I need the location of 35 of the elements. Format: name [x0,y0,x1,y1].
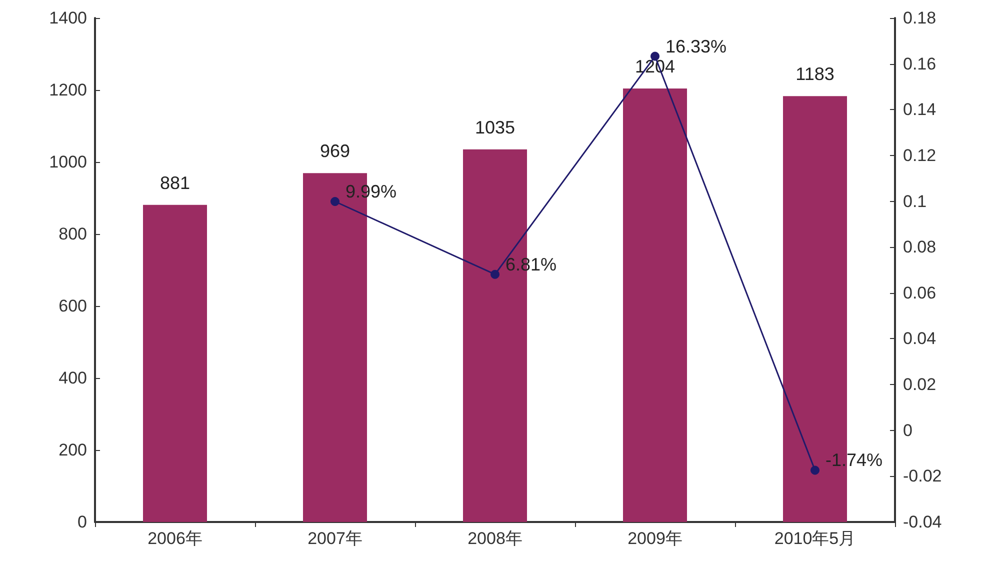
y2-tick-label: 0.12 [903,146,936,165]
y2-tick-label: 0.14 [903,100,936,120]
data-label: 16.33% [666,36,727,56]
y2-tick-label: -0.04 [903,512,942,532]
y-tick-label: 400 [58,368,87,388]
y2-tick-label: 0.1 [903,192,927,211]
y2-tick-label: 0.02 [903,375,936,394]
y2-tick-label: 0 [903,420,912,440]
y2-tick-label: -0.02 [903,466,942,486]
y-tick-label: 1400 [49,8,87,28]
x-tick-label: 2008年 [468,529,522,548]
y-tick-label: 200 [58,440,87,460]
y-tick-label: 800 [58,224,87,244]
y-tick-label: 1200 [49,80,87,100]
bar [623,88,687,522]
y-tick-label: 600 [58,296,87,316]
x-tick-label: 2010年5月 [774,529,856,548]
y-tick-label: 0 [78,512,87,532]
data-label: 969 [320,141,350,162]
y2-tick-label: 0.04 [903,329,936,348]
data-label: 1183 [796,64,834,84]
y2-tick-label: 0.08 [903,238,936,257]
point [490,270,500,279]
data-label: 881 [160,172,190,193]
y-tick-label: 1000 [49,152,87,172]
y2-tick-label: 0.16 [903,54,936,74]
y2-tick-label: 0.06 [903,283,936,302]
point [810,466,820,475]
y2-tick-label: 0.18 [903,8,936,28]
x-tick-label: 2007年 [308,529,362,548]
x-tick-label: 2006年 [148,529,202,548]
x-tick-label: 2009年 [628,529,682,548]
data-label: 1035 [474,117,516,138]
point [330,197,340,206]
bar [143,204,207,522]
